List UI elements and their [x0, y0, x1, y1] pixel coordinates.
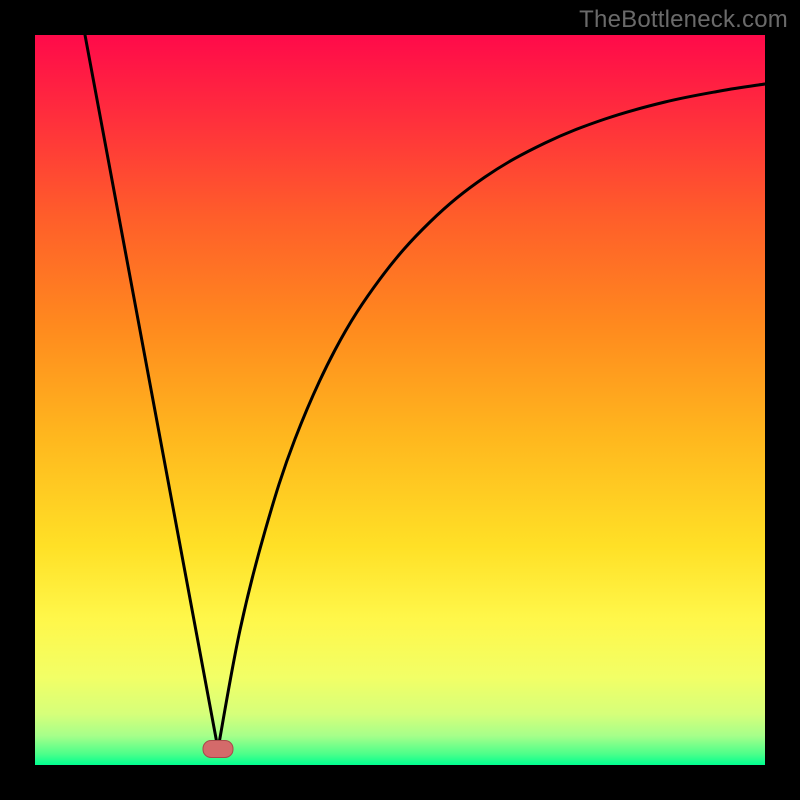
watermark-text: TheBottleneck.com [579, 6, 788, 34]
frame-bottom [0, 765, 800, 800]
frame-right [765, 0, 800, 800]
minimum-marker [203, 741, 233, 758]
frame-left [0, 0, 35, 800]
plot-area [35, 35, 765, 765]
bottleneck-curve [35, 35, 765, 765]
